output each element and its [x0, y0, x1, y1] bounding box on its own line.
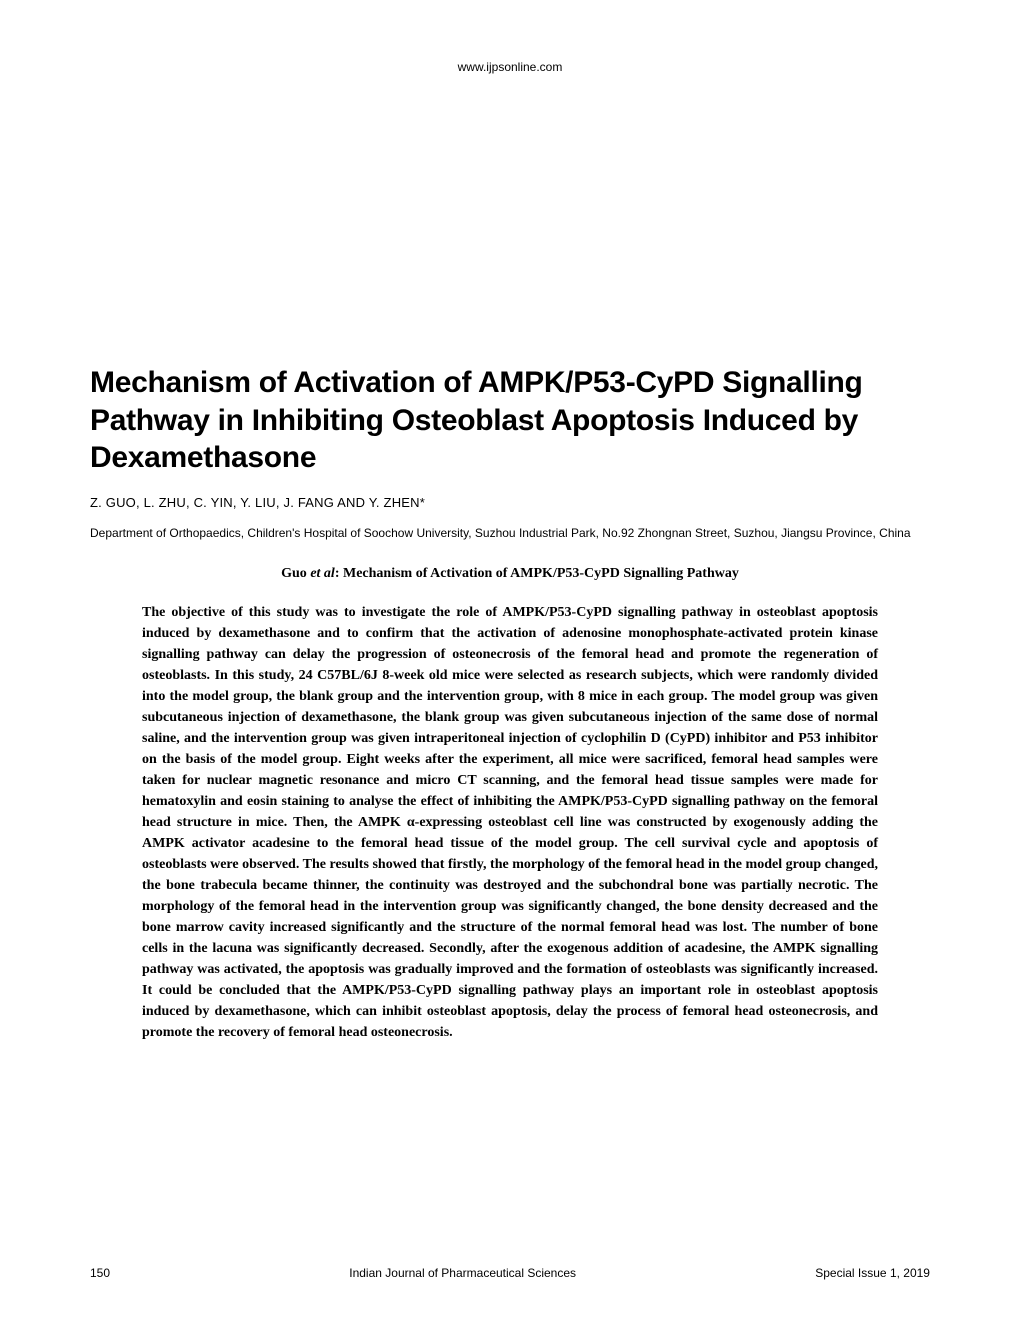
page-number: 150 [90, 1266, 110, 1280]
running-title-prefix: Guo [281, 566, 310, 581]
running-title-suffix: : Mechanism of Activation of AMPK/P53-Cy… [335, 566, 739, 581]
issue-info: Special Issue 1, 2019 [815, 1266, 930, 1280]
running-title: Guo et al: Mechanism of Activation of AM… [90, 566, 930, 582]
article-title: Mechanism of Activation of AMPK/P53-CyPD… [90, 364, 930, 477]
authors-list: Z. GUO, L. ZHU, C. YIN, Y. LIU, J. FANG … [90, 495, 930, 510]
running-title-italic: et al [310, 566, 335, 581]
journal-name: Indian Journal of Pharmaceutical Science… [349, 1266, 576, 1280]
abstract-text: The objective of this study was to inves… [90, 602, 930, 1043]
header-url: www.ijpsonline.com [90, 60, 930, 74]
page-footer: 150 Indian Journal of Pharmaceutical Sci… [90, 1266, 930, 1280]
affiliation-text: Department of Orthopaedics, Children's H… [90, 524, 930, 542]
